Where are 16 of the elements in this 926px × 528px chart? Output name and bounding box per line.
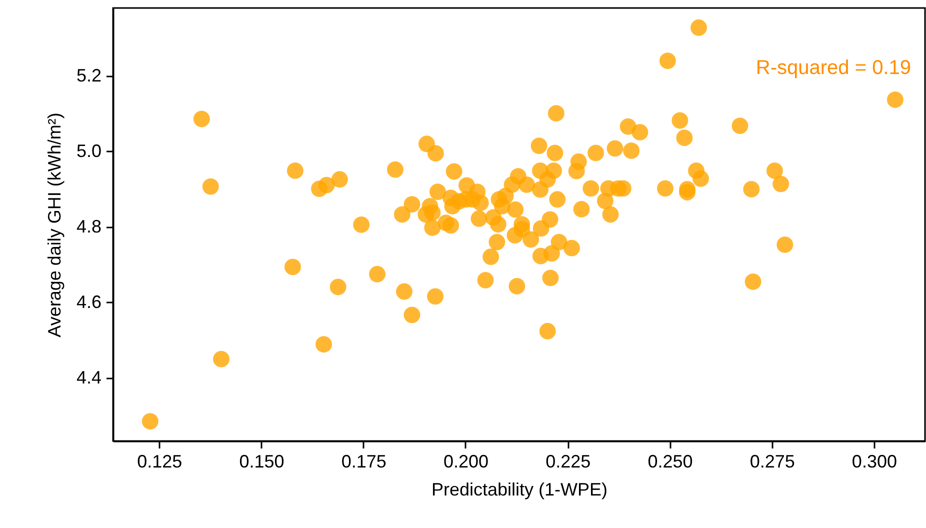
y-tick-label: 5.0 — [76, 140, 102, 161]
x-tick-label: 0.200 — [443, 452, 489, 472]
x-tick-label: 0.150 — [239, 452, 284, 472]
x-axis-title: Predictability (1-WPE) — [431, 480, 608, 500]
x-tick-label: 0.225 — [546, 452, 591, 472]
x-tick-label: 0.125 — [137, 452, 182, 472]
y-tick-label: 4.6 — [76, 292, 102, 312]
y-axis-title: Average daily GHI (kWh/m²) — [44, 112, 64, 338]
x-tick-label: 0.300 — [852, 452, 897, 472]
x-tick-label: 0.250 — [648, 452, 693, 472]
annotation: R-squared = 0.19 — [756, 57, 911, 79]
y-tick-label: 4.4 — [76, 367, 102, 388]
x-tick-label: 0.275 — [750, 452, 795, 472]
y-tick-label: 5.2 — [76, 65, 102, 86]
x-tick-label: 0.175 — [341, 452, 386, 472]
y-tick-label: 4.8 — [76, 216, 102, 236]
